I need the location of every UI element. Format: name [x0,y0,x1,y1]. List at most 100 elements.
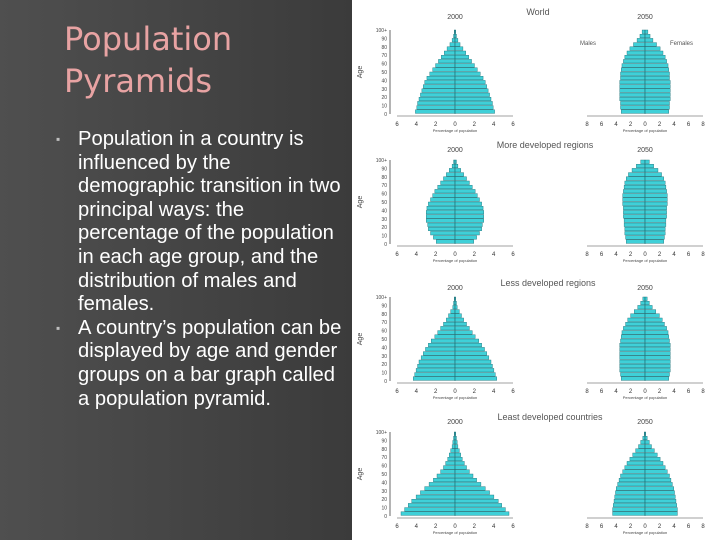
pyramid-bar-female [454,364,493,369]
pyramid-bar-female [644,63,669,68]
pyramid-bar-female [454,351,487,356]
pyramid-bar-female [454,109,495,114]
pyramid-bar-male [617,482,646,487]
pyramid-bar-male [430,197,456,202]
pyramid-bar-female [454,334,476,339]
pyramid-bar-male [446,172,456,177]
pyramid-bar-male [619,351,646,356]
pyramid-bar-male [444,50,456,55]
legend-female: Females [670,41,693,47]
pyramid-bar-male [436,239,456,244]
x-tick-label: 4 [415,524,419,530]
pyramid-bar-male [426,218,456,223]
pyramid-bar-male [636,38,646,43]
pyramid-bar-female [454,444,459,449]
age-tick-label: 40 [381,208,387,214]
pyramid-bar-female [454,214,484,219]
age-tick-label: 50 [381,70,387,76]
pyramid-bar-male [640,440,646,445]
pyramid-bar-male [637,305,646,310]
pyramid-bar-male [449,168,456,173]
pyramid-bar-female [644,317,663,322]
pyramid-bar-female [644,499,677,504]
pyramid-bar-male [615,490,646,495]
age-tick-label: 0 [384,379,387,385]
pyramid-bar-male [450,448,456,453]
pyramid-bar-female [454,372,496,377]
age-tick-label: 70 [381,183,387,189]
x-tick-label: 2 [434,122,438,128]
pyramid-bar-female [454,322,467,327]
year-label: 2000 [447,147,463,154]
pyramid-bar-female [644,305,653,310]
pyramid-bar-male [434,189,456,194]
pyramid-bar-female [644,330,669,335]
x-tick-label: 4 [415,122,419,128]
pyramid-bar-male [420,92,456,97]
pyramid-bar-male [420,355,456,360]
pyramid-bar-male [445,461,456,466]
pyramid-bar-male [450,309,456,314]
pyramid-bar-male [449,452,456,457]
pyramid-bar-female [644,163,654,168]
pyramid-bar-female [644,201,668,206]
pyramid-bar-male [635,448,646,453]
pyramid-bar-male [418,96,456,101]
pyramid-bar-male [417,364,456,369]
pyramid-bar-female [454,231,480,236]
pyramid-bar-male [622,193,646,198]
pyramid-bar-female [454,313,462,318]
pyramid-bar-male [441,55,456,60]
pyramid-bar-female [644,486,674,491]
row-title: Least developed countries [497,412,603,422]
age-tick-label: 30 [381,87,387,93]
pyramid-bar-female [644,473,670,478]
title-line-1: Population [64,20,233,58]
pyramid-bar-male [413,376,456,381]
y-axis-label: Age [357,66,364,79]
pyramid-bar-female [454,473,474,478]
pyramid-bar-female [454,461,465,466]
y-axis-label: Age [357,468,364,481]
pyramid-bar-male [424,486,456,491]
pyramid-bar-male [624,55,646,60]
pyramid-bar-male [612,507,646,512]
pyramid-bar-male [437,330,456,335]
slide-text-panel: Population Pyramids ▪ Population in a co… [0,0,352,540]
pyramid-bar-male [622,201,646,206]
x-tick-label: 2 [434,389,438,395]
pyramid-bar-male [625,322,646,327]
pyramid-bar-female [644,46,661,51]
pyramid-bar-female [454,176,467,181]
pyramid-bar-female [644,469,668,474]
age-tick-label: 20 [381,95,387,101]
pyramid-bar-female [454,184,473,189]
pyramid-bar-male [623,59,646,64]
pyramid-bar-male [625,235,646,240]
x-tick-label: 0 [453,524,457,530]
pyramid-bar-male [411,499,456,504]
pyramid-bar-male [428,343,456,348]
pyramid-bar-male [421,88,456,93]
pyramid-bar-female [454,478,477,483]
age-tick-label: 70 [381,455,387,461]
pyramid-bar-male [446,46,456,51]
pyramid-bar-male [417,101,456,106]
pyramid-bar-female [644,214,667,219]
pyramid-bar-female [644,364,671,369]
pyramid-bar-female [454,67,478,72]
age-tick-label: 80 [381,45,387,51]
pyramid-bar-female [644,101,670,106]
x-tick-label: 2 [434,252,438,258]
pyramid-bar-female [454,218,484,223]
bullet-list: ▪ Population in a country is influenced … [56,128,348,411]
bullet-item: ▪ Population in a country is influenced … [56,128,348,317]
x-tick-label: 0 [643,252,647,258]
pyramid-bar-female [644,42,657,47]
pyramid-bar-female [644,326,667,331]
x-tick-label: 4 [614,524,618,530]
x-tick-label: 2 [658,122,662,128]
pyramid-bar-male [620,101,646,106]
pyramid-bar-male [440,180,456,185]
pyramid-bar-male [447,457,456,462]
